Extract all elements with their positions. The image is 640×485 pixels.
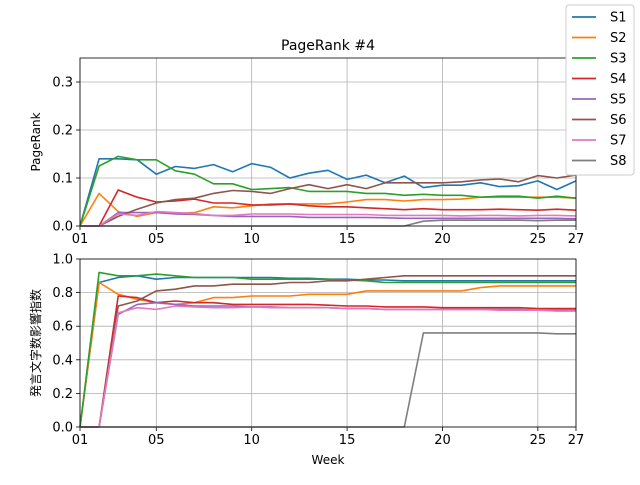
legend-label-s4: S4 [610,72,627,87]
bottom-series-line-s1 [79,274,576,428]
top-x-tick-label: 27 [568,232,585,247]
bottom-x-tick-label: 01 [72,433,89,448]
chart-title: PageRank #4 [281,38,375,54]
top-x-tick-label: 01 [72,232,89,247]
bottom-x-tick-label: 10 [243,433,260,448]
bottom-y-tick-label: 0.6 [52,320,73,335]
influence-index-panel: 発言文字数影響指数 Week 01 05 10 15 20 25 27 0.0 0.2 0.4 0.… [28,253,584,468]
legend-label-s1: S1 [610,11,627,26]
top-series-line-s1 [79,158,577,227]
bottom-series-line-s5 [80,301,576,428]
bottom-x-tick-label: 25 [530,433,547,448]
legend-label-s5: S5 [610,93,627,108]
bottom-x-axis-label: Week [312,453,345,467]
bottom-x-tick-label: 27 [568,433,585,448]
top-series-line-s3 [79,155,577,227]
bottom-series-line-s2 [79,281,576,428]
chart-legend: S1 S2 S3 S4 S5 S6 S7 S8 [565,4,635,176]
top-x-tick-label: 20 [434,232,451,247]
top-y-tick-label: 0.3 [52,76,73,91]
top-series-line-s7 [80,210,577,227]
top-x-tick-label: 15 [339,232,356,247]
bottom-axes-frame [79,258,577,428]
bottom-x-tick-label: 15 [339,433,356,448]
legend-label-s7: S7 [610,134,627,149]
top-y-tick-label: 0.2 [52,124,73,139]
top-y-axis-label: PageRank [29,112,43,171]
top-x-tick-label: 05 [148,232,165,247]
top-series-line-s5 [80,211,577,227]
top-y-tick-label: 0.1 [52,172,73,187]
bottom-x-tick-label: 20 [434,433,451,448]
legend-label-s2: S2 [610,31,627,46]
bottom-series-line-s4 [80,295,576,428]
bottom-y-tick-label: 0.4 [52,353,73,368]
legend-label-s6: S6 [610,113,627,128]
top-series-line-s8 [80,219,576,227]
legend-frame [565,4,635,176]
top-x-tick-label: 25 [530,232,547,247]
bottom-y-axis-label: 発言文字数影響指数 [28,289,43,397]
top-series-line-s6 [80,174,577,227]
bottom-y-tick-label: 0.0 [52,421,73,436]
top-y-tick-label: 0.0 [52,220,73,235]
bottom-series-line-s7 [80,305,576,428]
bottom-series-line-s8 [80,332,576,428]
bottom-series-line-s3 [79,271,576,428]
bottom-y-tick-label: 0.8 [52,286,73,301]
bottom-y-tick-label: 0.2 [52,387,73,402]
bottom-series-line-s6 [80,274,576,428]
pagerank-panel: PageRank #4 PageRank 01 05 10 15 20 25 27 0.0 0.… [29,38,584,247]
legend-label-s3: S3 [610,52,627,67]
legend-label-s8: S8 [610,154,627,169]
bottom-x-tick-label: 05 [148,433,165,448]
bottom-y-tick-label: 1.0 [52,253,73,268]
top-x-tick-label: 10 [243,232,260,247]
